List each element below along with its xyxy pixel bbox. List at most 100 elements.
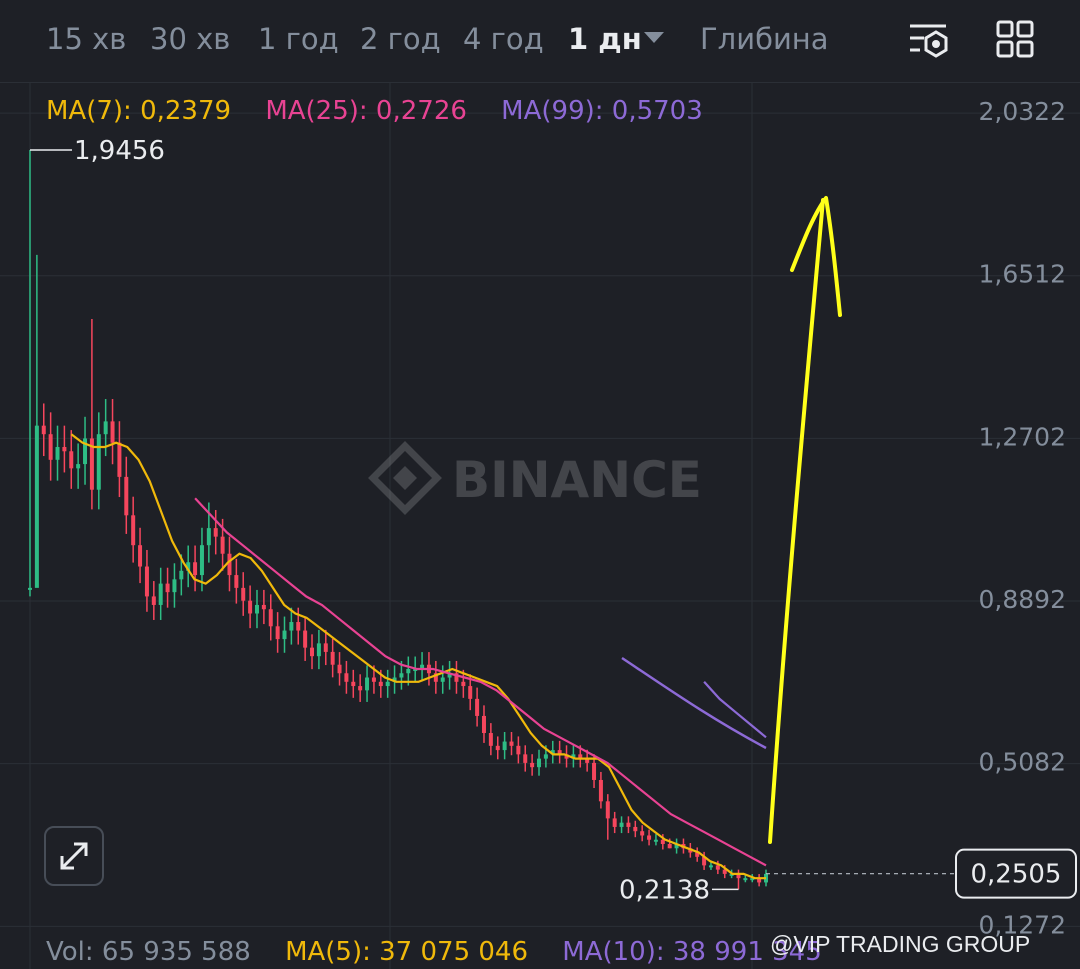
candle-body	[461, 681, 466, 687]
ma99-legend: MA(99): 0,5703	[501, 96, 703, 126]
candle-body	[365, 677, 370, 691]
price-labels: 1,9456 0,2138 0,2505	[30, 136, 1077, 905]
indicator-settings-icon[interactable]	[906, 18, 950, 62]
candle-body	[440, 677, 445, 682]
expand-icon	[60, 842, 88, 870]
candle-body	[213, 528, 218, 537]
candle-body	[330, 651, 335, 665]
candle-body	[385, 681, 390, 687]
candle-body	[254, 604, 259, 614]
candle-body	[89, 438, 94, 490]
candle-body	[564, 754, 569, 759]
timeframe-2h[interactable]: 2 год	[360, 22, 441, 56]
y-tick-label: 1,6512	[979, 260, 1066, 289]
candle-body	[578, 754, 583, 759]
volume-legend: Vol: 65 935 588 MA(5): 37 075 046 MA(10)…	[46, 937, 848, 967]
candle-body	[399, 673, 404, 678]
candle-body	[172, 579, 177, 593]
candle-body	[550, 750, 555, 755]
ma7-line	[70, 433, 766, 880]
candle-body	[282, 630, 287, 640]
y-tick-label: 0,1272	[979, 910, 1066, 939]
candle-body	[351, 681, 356, 687]
candle-body	[261, 604, 266, 610]
candle-body	[34, 425, 39, 588]
high-price-label: 1,9456	[74, 136, 165, 166]
candle-body	[69, 451, 74, 469]
candle-body	[454, 673, 459, 682]
hand-drawn-arrow	[621, 196, 842, 844]
ma7-legend: MA(7): 0,2379	[46, 96, 232, 126]
candle-body	[715, 865, 720, 870]
candle-body	[28, 587, 32, 590]
candle-body	[206, 528, 211, 546]
volume-ma10: MA(10): 38 991 345	[562, 937, 822, 967]
candle-body	[447, 673, 452, 678]
credit-overlay: @VIP TRADING GROUP	[770, 931, 1031, 957]
candle-body	[667, 844, 672, 849]
candle-body	[165, 583, 170, 593]
depth-tab[interactable]: Глибина	[700, 22, 829, 56]
binance-watermark: BINANCE	[368, 441, 702, 515]
candle-body	[605, 801, 610, 819]
candle-body	[144, 566, 149, 597]
last-price-box	[955, 848, 1077, 899]
candle-body	[653, 839, 658, 842]
candle-body	[193, 562, 198, 576]
candle-body	[303, 630, 308, 648]
candle-body	[647, 835, 652, 840]
candle-body	[736, 873, 741, 879]
candle-body	[310, 647, 315, 657]
timeframe-1d[interactable]: 1 дн	[568, 22, 642, 56]
candle-body	[378, 681, 383, 687]
candle-body	[296, 622, 301, 631]
candle-body	[76, 464, 81, 469]
candle-body	[695, 852, 700, 857]
candle-body	[186, 562, 191, 571]
volume-value: Vol: 65 935 588	[46, 937, 251, 967]
timeframe-1h[interactable]: 1 год	[258, 22, 339, 56]
timeframe-15m[interactable]: 15 хв	[46, 22, 127, 56]
candle-body	[131, 515, 136, 546]
y-tick-label: 1,2702	[979, 422, 1066, 451]
candle-body	[83, 438, 88, 465]
candle-body	[275, 626, 280, 640]
candle-body	[502, 741, 507, 751]
candle-body	[227, 553, 232, 576]
y-tick-label: 2,0322	[979, 97, 1066, 126]
candle-body	[96, 434, 101, 490]
candle-body	[103, 421, 108, 435]
timeframe-30m[interactable]: 30 хв	[150, 22, 231, 56]
candle-body	[138, 545, 143, 567]
candle-body	[481, 715, 486, 734]
last-price-label: 0,2505	[971, 860, 1062, 890]
toolbar: 15 хв 30 хв 1 год 2 год 4 год 1 дн Глиби…	[0, 0, 1080, 83]
candle-body	[344, 673, 349, 682]
candle-body	[537, 758, 542, 768]
candle-body	[316, 643, 321, 657]
candle-body	[110, 421, 115, 443]
candle-body	[592, 762, 597, 780]
candle-body	[220, 536, 225, 554]
layout-grid-icon[interactable]	[994, 18, 1038, 62]
candle-body	[468, 686, 473, 699]
ma99-line	[703, 681, 767, 739]
candle-body	[248, 600, 253, 614]
candle-body	[323, 643, 328, 652]
candle-body	[729, 873, 734, 876]
volume-ma5: MA(5): 37 075 046	[285, 937, 528, 967]
candles	[28, 150, 768, 890]
candle-body	[612, 818, 617, 827]
candle-body	[420, 664, 425, 669]
ma25-line	[194, 497, 767, 867]
candle-body	[571, 754, 576, 759]
candle-body	[702, 856, 707, 866]
chevron-down-icon[interactable]	[644, 32, 664, 43]
expand-chart-button[interactable]	[44, 826, 104, 886]
candle-body	[750, 878, 755, 881]
timeframe-4h[interactable]: 4 год	[463, 22, 544, 56]
ma25-legend: MA(25): 0,2726	[265, 96, 467, 126]
low-price-label: 0,2138	[619, 875, 710, 905]
candle-body	[488, 733, 493, 746]
